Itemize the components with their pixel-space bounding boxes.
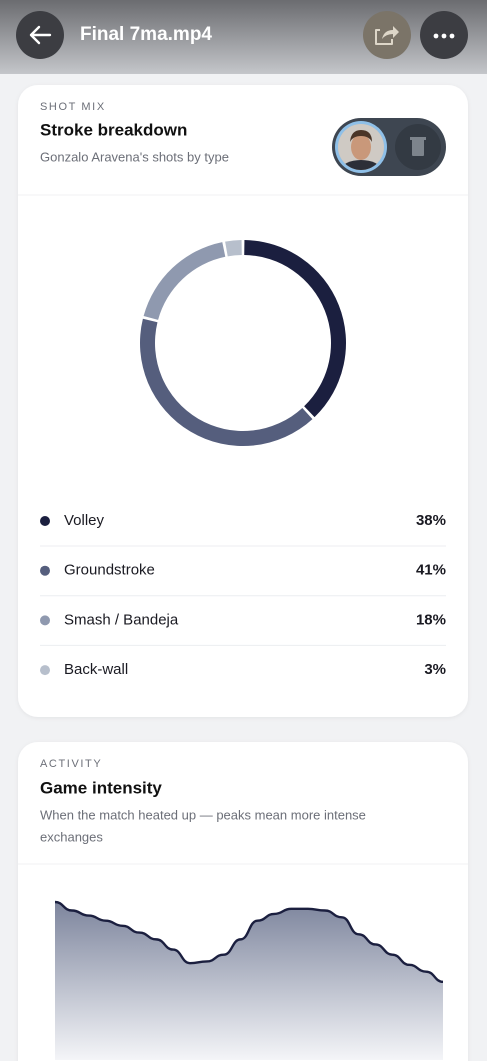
header-bar: [0, 0, 487, 74]
legend-label: Smash / Bandeja: [64, 611, 179, 628]
card-subtitle: When the match heated up — peaks mean mo…: [40, 807, 366, 822]
legend-swatch: [40, 516, 50, 526]
donut-chart: [139, 240, 346, 447]
area-line: [54, 900, 444, 984]
card-eyebrow: ACTIVITY: [40, 758, 102, 770]
card-subtitle: exchanges: [40, 829, 103, 844]
area-chart: [54, 900, 444, 1060]
legend-swatch: [40, 665, 50, 676]
more-button[interactable]: [420, 11, 468, 59]
card-title: Stroke breakdown: [40, 120, 187, 139]
card-title: Game intensity: [40, 778, 162, 797]
legend-label: Volley: [64, 512, 105, 529]
legend-swatch: [40, 615, 50, 626]
donut-segment: [244, 240, 346, 418]
legend-swatch: [40, 565, 50, 576]
back-button[interactable]: [16, 11, 64, 59]
legend-label: Back-wall: [64, 661, 128, 678]
value-label: 3%: [424, 661, 446, 678]
legend: Volley 38% Groundstroke 41% Smash / Bandeja 1…: [40, 512, 446, 678]
donut-segment: [143, 242, 226, 320]
card-eyebrow: SHOT MIX: [40, 101, 106, 113]
legend-label: Groundstroke: [64, 562, 155, 579]
share-button[interactable]: [363, 11, 411, 59]
donut-segment: [139, 318, 313, 447]
value-label: 41%: [416, 562, 446, 579]
shot-mix-card: [18, 85, 468, 717]
player-toggle[interactable]: [332, 118, 446, 180]
value-label: 38%: [416, 512, 446, 529]
header-title: Final 7ma.mp4: [80, 24, 212, 45]
donut-segment: [225, 240, 242, 257]
card-subtitle: Gonzalo Aravena's shots by type: [40, 149, 229, 164]
value-label: 18%: [416, 611, 446, 628]
area-fill: [55, 902, 443, 1060]
